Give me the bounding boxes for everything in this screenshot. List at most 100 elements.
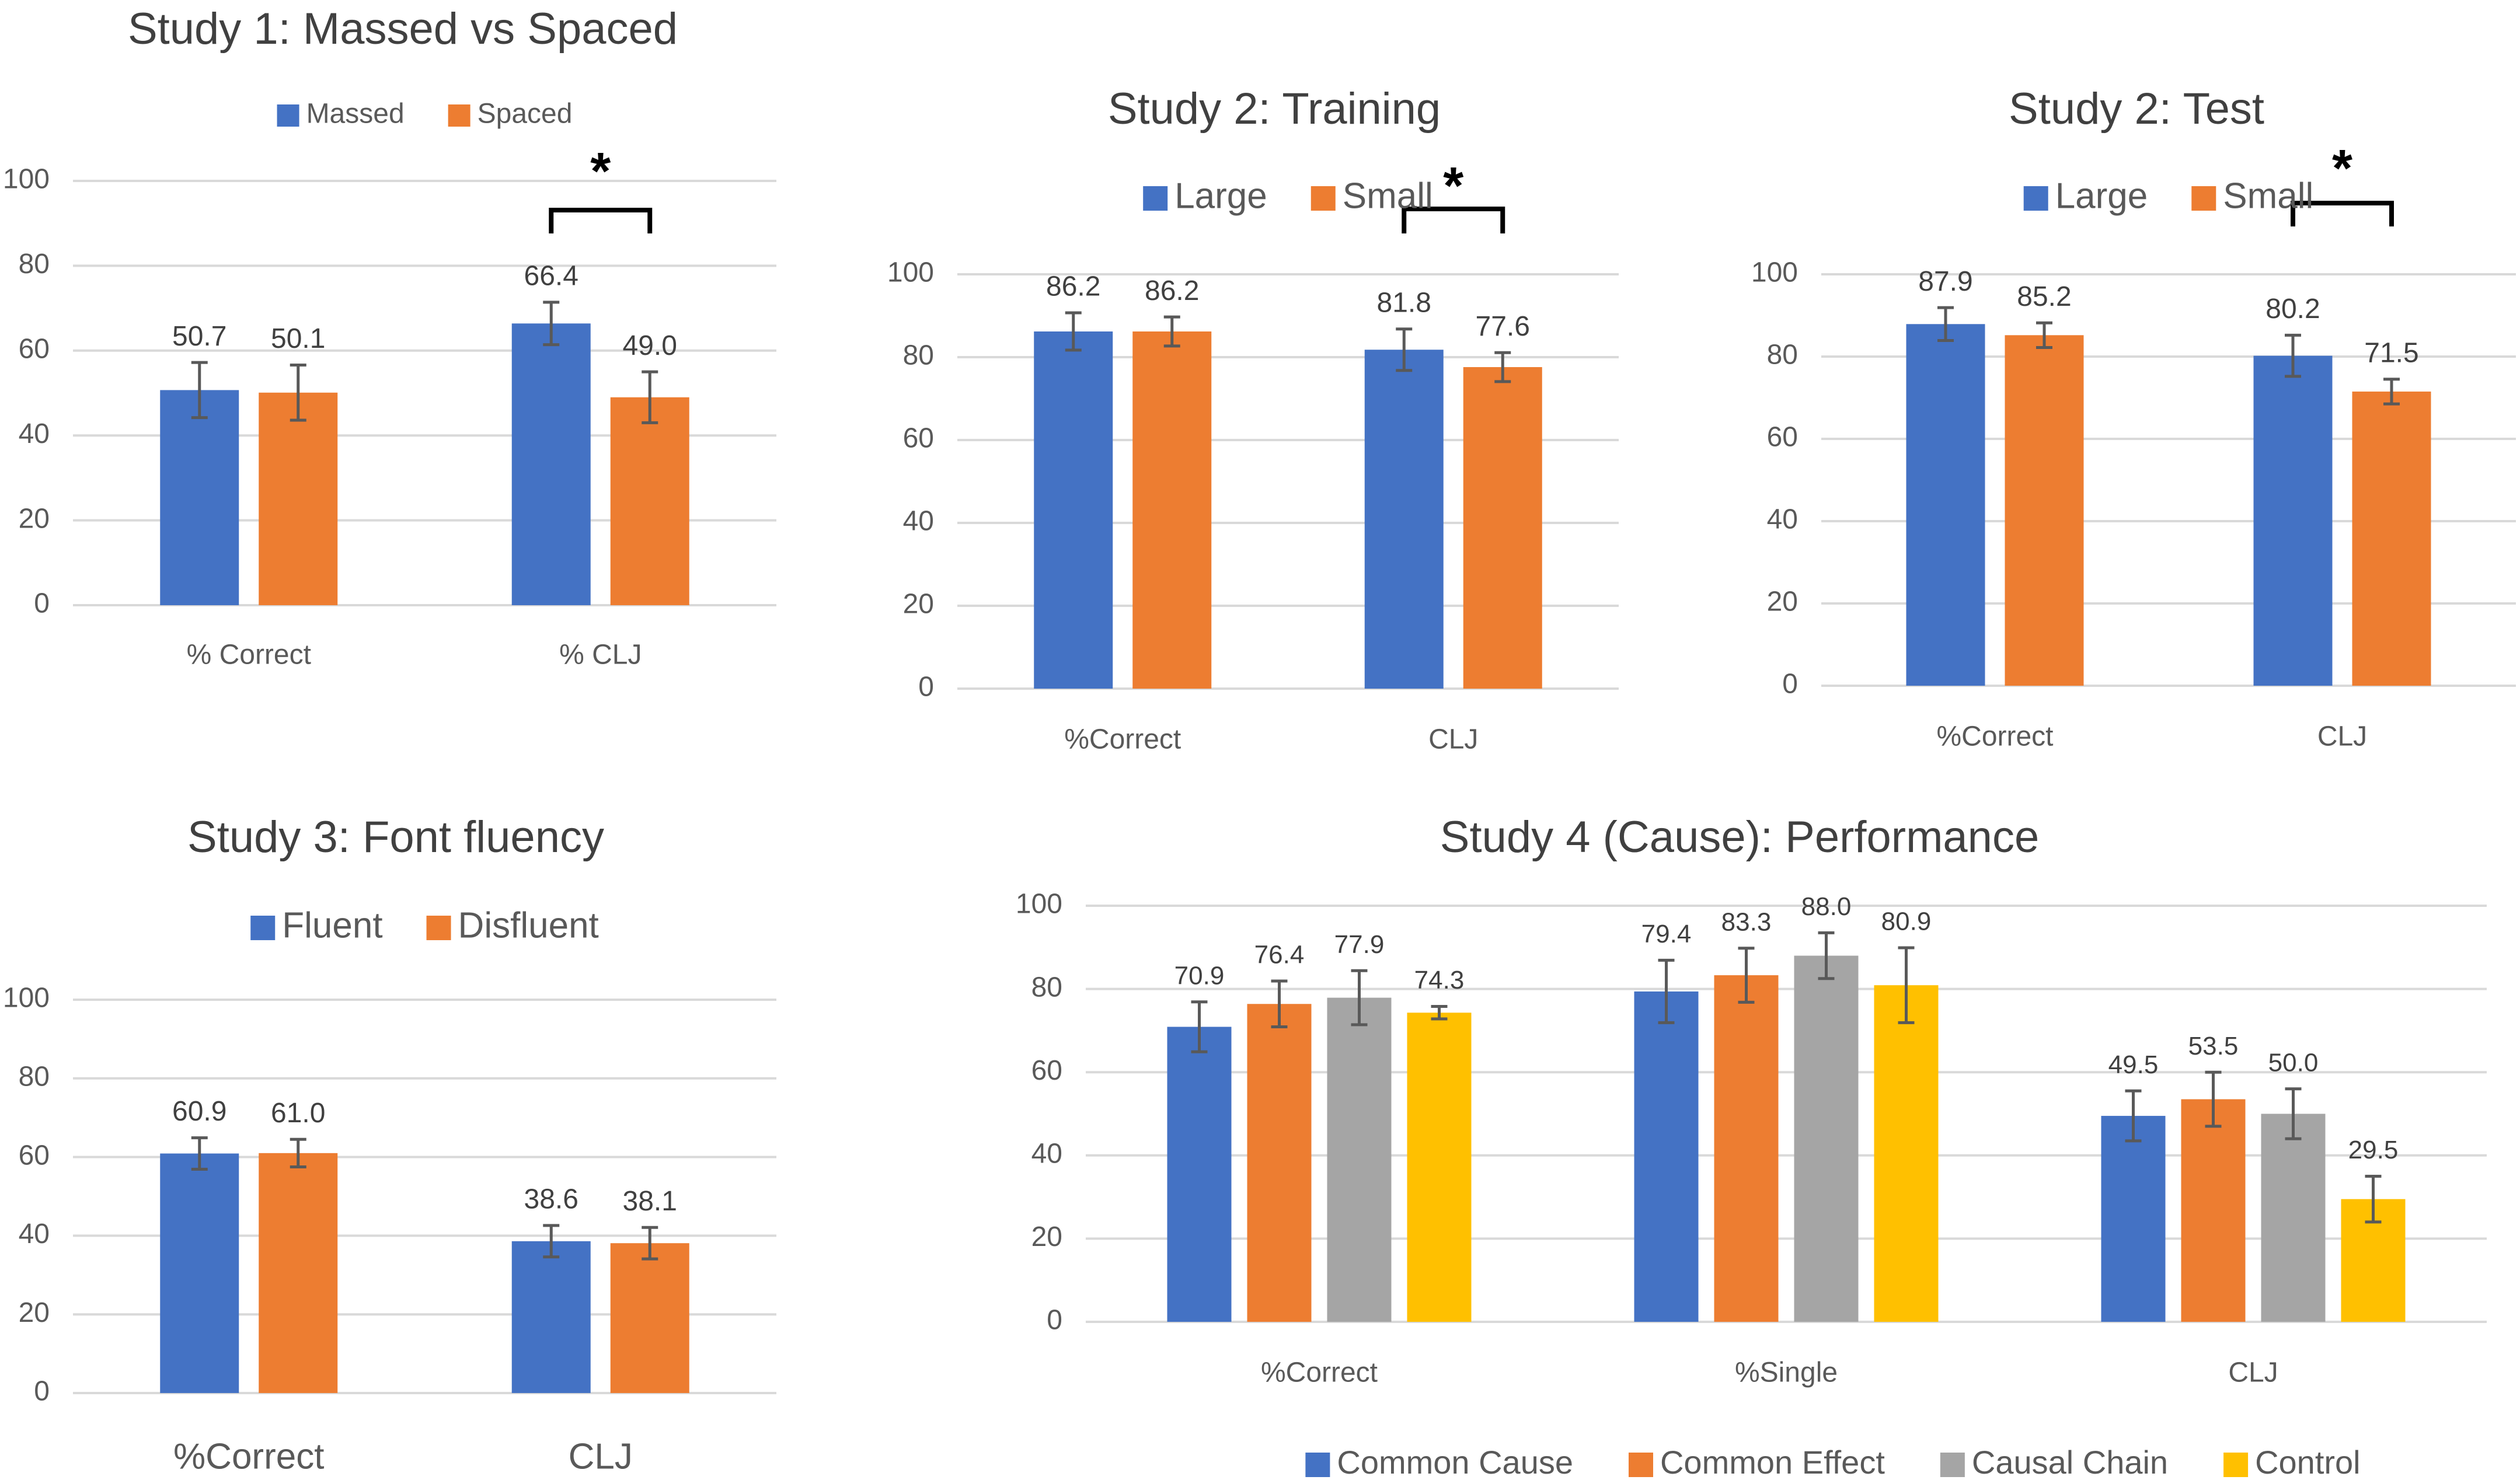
- error-bar: [2285, 1087, 2302, 1140]
- legend-swatch: [1628, 1453, 1653, 1477]
- legend: Common Cause Common Effect Causal Chain Con…: [1305, 1444, 2361, 1480]
- legend-item-large: Large: [1143, 176, 1267, 216]
- bar-causal-chain-clj: [2261, 1114, 2326, 1322]
- error-bar: [1271, 979, 1288, 1028]
- error-bar: [290, 364, 306, 422]
- legend-item-common-effect: Common Effect: [1628, 1444, 1885, 1480]
- y-tick-label: 60: [903, 423, 934, 454]
- chart-title: Study 3: Font fluency: [187, 812, 604, 862]
- legend-label: Massed: [306, 99, 405, 130]
- error-bar: [642, 370, 658, 424]
- series-spaced: 50.1 49.0: [259, 323, 689, 605]
- y-axis: 0 20 40 60 80 100: [3, 164, 776, 619]
- legend-swatch: [1143, 186, 1168, 211]
- y-tick-label: 80: [19, 249, 50, 280]
- legend-item-disfluent: Disfluent: [426, 905, 599, 945]
- legend-swatch: [277, 104, 299, 127]
- x-tick-label: CLJ: [2317, 721, 2367, 752]
- y-tick-label: 60: [19, 1140, 50, 1171]
- legend-label: Spaced: [477, 99, 573, 130]
- y-tick-label: 40: [1767, 504, 1798, 535]
- y-tick-label: 60: [1031, 1055, 1062, 1086]
- data-label: 50.0: [2268, 1048, 2319, 1077]
- series-fluent: 60.9 38.6: [160, 1096, 591, 1393]
- data-label: 60.9: [172, 1096, 226, 1127]
- legend: Large Small: [2023, 176, 2313, 216]
- series-disfluent: 61.0 38.1: [259, 1098, 689, 1393]
- y-axis: 0 20 40 60 80 100: [3, 983, 776, 1407]
- bracket-line: [1402, 207, 1505, 233]
- bar-small-clj: [1463, 367, 1542, 689]
- bar-disfluent-correct: [259, 1153, 338, 1393]
- y-tick-label: 40: [1031, 1138, 1062, 1169]
- error-bar: [2205, 1070, 2222, 1128]
- chart-study2-test: Study 2: Test 0 20 40 60 80 100 87.9 80.2 85.2 71.…: [1751, 84, 2516, 752]
- legend: Fluent Disfluent: [250, 905, 599, 945]
- y-tick-label: 100: [1016, 889, 1062, 920]
- y-tick-label: 60: [1767, 422, 1798, 453]
- series-large: 86.2 81.8: [1034, 271, 1444, 689]
- data-label: 76.4: [1254, 941, 1305, 969]
- x-tick-label: % Correct: [187, 640, 311, 671]
- error-bar: [1658, 958, 1675, 1024]
- legend-item-causal-chain: Causal Chain: [1940, 1444, 2168, 1480]
- bar-small-correct: [1132, 331, 1212, 689]
- data-label: 77.6: [1476, 311, 1530, 342]
- y-tick-label: 40: [19, 1219, 50, 1249]
- legend-swatch: [250, 916, 276, 940]
- legend-item-fluent: Fluent: [250, 905, 383, 945]
- bar-control-single: [1874, 985, 1939, 1322]
- error-bar: [2285, 333, 2301, 378]
- y-tick-label: 0: [918, 672, 934, 703]
- bar-common-effect-single: [1714, 975, 1779, 1322]
- data-label: 50.1: [271, 323, 325, 354]
- x-tick-label: CLJ: [2228, 1357, 2278, 1388]
- y-tick-label: 0: [1047, 1305, 1062, 1336]
- bar-common-cause-single: [1634, 991, 1699, 1322]
- data-label: 79.4: [1641, 920, 1692, 948]
- legend-item-small: Small: [2191, 176, 2313, 216]
- y-tick-label: 0: [34, 1376, 50, 1407]
- series-small: 85.2 71.5: [2005, 281, 2431, 686]
- y-tick-label: 100: [887, 257, 934, 288]
- y-tick-label: 80: [1767, 340, 1798, 371]
- legend-item-control: Control: [2223, 1444, 2361, 1480]
- error-bar: [1494, 351, 1511, 383]
- y-tick-label: 40: [903, 506, 934, 537]
- data-label: 77.9: [1334, 930, 1385, 959]
- data-label: 50.7: [172, 321, 226, 352]
- bar-common-effect-clj: [2181, 1099, 2246, 1322]
- bar-large-clj: [1364, 350, 1444, 689]
- error-bar: [191, 361, 208, 420]
- series-massed: 50.7 66.4: [160, 261, 591, 605]
- data-label: 85.2: [2017, 281, 2071, 312]
- series-common-effect: 76.4 83.3 53.5: [1247, 907, 2246, 1322]
- error-bar: [1065, 311, 1082, 352]
- significance-bracket: *: [549, 142, 653, 233]
- y-tick-label: 80: [903, 340, 934, 371]
- y-tick-label: 20: [1767, 587, 1798, 617]
- x-tick-label: %Correct: [1936, 721, 2053, 752]
- bar-massed-correct: [160, 390, 239, 605]
- y-tick-label: 100: [1751, 257, 1798, 288]
- y-tick-label: 80: [1031, 972, 1062, 1003]
- error-bar: [191, 1136, 208, 1171]
- bracket-line: [549, 208, 653, 233]
- error-bar: [1163, 315, 1180, 348]
- legend-label: Small: [2223, 176, 2313, 216]
- error-bar: [1738, 947, 1755, 1004]
- significance-star: *: [590, 142, 611, 201]
- x-tick-label: %Correct: [1064, 724, 1181, 755]
- x-tick-label: % CLJ: [559, 640, 642, 671]
- y-tick-label: 100: [3, 164, 50, 195]
- y-tick-label: 80: [19, 1061, 50, 1092]
- bar-spaced-clj: [610, 397, 689, 605]
- y-tick-label: 20: [1031, 1221, 1062, 1252]
- bar-disfluent-clj: [610, 1243, 689, 1393]
- bracket-line: [2291, 201, 2394, 226]
- legend-label: Causal Chain: [1972, 1444, 2168, 1480]
- bar-common-effect-correct: [1247, 1004, 1312, 1322]
- error-bar: [2365, 1174, 2382, 1224]
- bar-fluent-clj: [511, 1241, 591, 1393]
